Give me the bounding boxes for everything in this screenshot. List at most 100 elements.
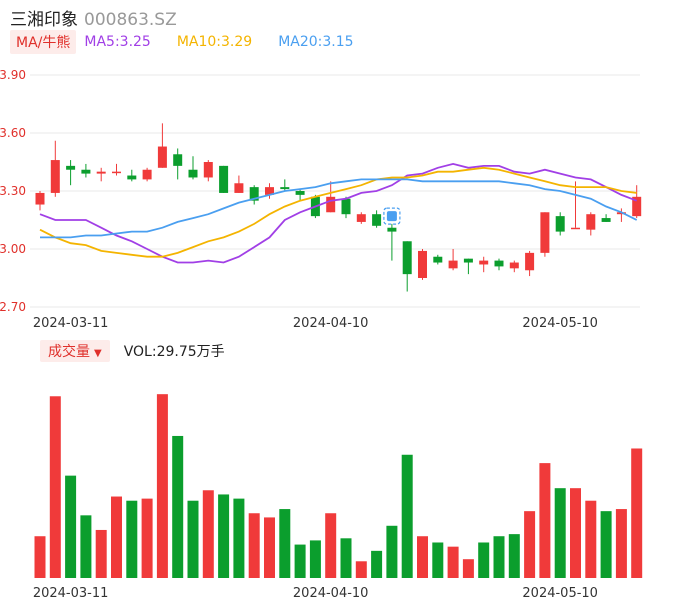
candle-body (173, 154, 183, 166)
price-tick-label: 2.70 (0, 300, 26, 314)
candle-body (280, 187, 290, 190)
candle-body (356, 214, 366, 222)
volume-legend: 成交量 ▼ VOL:29.75万手 (40, 340, 225, 362)
stock-code: 000863.SZ (84, 10, 177, 30)
candle-body (509, 262, 519, 269)
candle-body (265, 187, 274, 195)
event-marker-icon (386, 211, 397, 222)
volume-bar (508, 534, 520, 578)
candle-body (463, 258, 473, 263)
candle-body (96, 171, 106, 174)
volume-bar (401, 454, 413, 578)
ma10-line (39, 166, 637, 258)
volume-bar (325, 513, 337, 578)
candle-body (50, 160, 60, 193)
candle-body (555, 216, 565, 232)
candle-body (234, 183, 244, 193)
volume-bar (355, 561, 367, 578)
volume-bar (478, 542, 490, 578)
price-tick-label: 3.00 (0, 242, 26, 256)
candle-body (387, 227, 397, 232)
price-tick-label: 3.30 (0, 184, 26, 198)
ma20-line (40, 178, 638, 239)
stock-title: 三湘印象 000863.SZ (10, 5, 177, 30)
price-tick-label: 3.60 (0, 126, 26, 140)
volume-bar (172, 435, 184, 578)
volume-bar (218, 494, 230, 578)
volume-bar (340, 538, 352, 578)
volume-bar (111, 496, 122, 578)
volume-bar (34, 536, 46, 578)
volume-selector-tag[interactable]: 成交量 ▼ (40, 340, 110, 362)
volume-bar (65, 475, 77, 578)
ma20-label: MA20:3.15 (278, 34, 354, 50)
volume-bar (493, 536, 505, 578)
volume-bar (248, 513, 260, 578)
candle-body (632, 196, 642, 217)
candle-body (571, 227, 580, 230)
volume-bar (417, 536, 428, 578)
volume-bar (447, 546, 459, 578)
volume-bar (539, 463, 551, 578)
volume-bar (279, 509, 291, 578)
volume-tag-label: 成交量 (48, 344, 90, 360)
volume-bar (585, 500, 597, 578)
ma5-line (39, 162, 638, 264)
candle-body (586, 214, 596, 230)
volume-bar (95, 529, 107, 578)
volume-bar (309, 540, 321, 578)
volume-date-label: 2024-03-11 (33, 586, 109, 601)
volume-bar (371, 550, 383, 578)
candle-body (418, 250, 427, 278)
price-date-label: 2024-04-10 (293, 316, 369, 331)
candle-body (525, 252, 535, 271)
price-date-label: 2024-05-10 (522, 316, 598, 331)
ma5-label: MA5:3.25 (84, 34, 151, 50)
candle-body (127, 175, 137, 180)
volume-bar (126, 500, 138, 578)
volume-bar (264, 517, 275, 578)
volume-bar (600, 511, 612, 578)
volume-bar (432, 542, 444, 578)
candle-body (35, 192, 45, 205)
volume-bar (187, 500, 199, 578)
volume-bar (156, 394, 168, 578)
volume-bar (80, 515, 92, 578)
candle-body (112, 171, 121, 174)
ma10-label: MA10:3.29 (176, 34, 253, 50)
candle-body (601, 218, 611, 222)
candle-body (402, 241, 412, 275)
volume-bar (141, 498, 153, 578)
candle-body (66, 165, 76, 170)
volume-bar (615, 509, 627, 578)
volume-bar (524, 511, 536, 578)
candle-body (295, 191, 305, 195)
candle-body (188, 169, 198, 178)
event-marker-frame-icon (383, 207, 401, 225)
candle-body (81, 169, 91, 174)
stock-name: 三湘印象 (10, 10, 78, 30)
volume-bar (294, 544, 306, 578)
volume-bar (554, 488, 566, 578)
candle-body (142, 169, 152, 180)
candle-body (157, 146, 167, 168)
volume-bar (233, 498, 245, 578)
dropdown-triangle-icon: ▼ (94, 348, 102, 359)
volume-bar (462, 559, 474, 578)
candle-body (372, 214, 382, 226)
volume-date-label: 2024-05-10 (522, 586, 598, 601)
volume-bar (202, 490, 214, 578)
volume-bar (631, 448, 643, 578)
candle-body (249, 187, 259, 201)
volume-date-label: 2024-04-10 (293, 586, 369, 601)
candle-body (433, 256, 443, 263)
volume-bar (570, 488, 581, 578)
candle-body (219, 165, 229, 193)
candle-body (326, 196, 336, 213)
volume-value: VOL:29.75万手 (123, 344, 225, 360)
price-tick-label: 3.90 (0, 68, 26, 82)
ma-selector-tag[interactable]: MA/牛熊 (10, 30, 77, 54)
price-date-label: 2024-03-11 (33, 316, 109, 331)
volume-bar (49, 396, 61, 578)
